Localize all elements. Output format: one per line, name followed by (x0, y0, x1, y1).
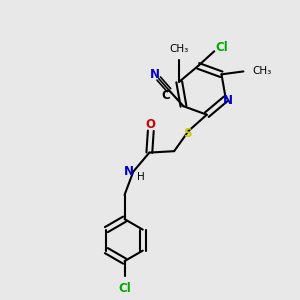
Text: O: O (146, 118, 156, 131)
Text: Cl: Cl (216, 41, 228, 54)
Text: N: N (124, 165, 134, 178)
Text: Cl: Cl (118, 281, 131, 295)
Text: C: C (161, 89, 170, 102)
Text: N: N (150, 68, 160, 81)
Text: S: S (183, 127, 191, 140)
Text: CH₃: CH₃ (252, 66, 272, 76)
Text: H: H (137, 172, 145, 182)
Text: N: N (223, 94, 233, 107)
Text: CH₃: CH₃ (169, 44, 189, 54)
